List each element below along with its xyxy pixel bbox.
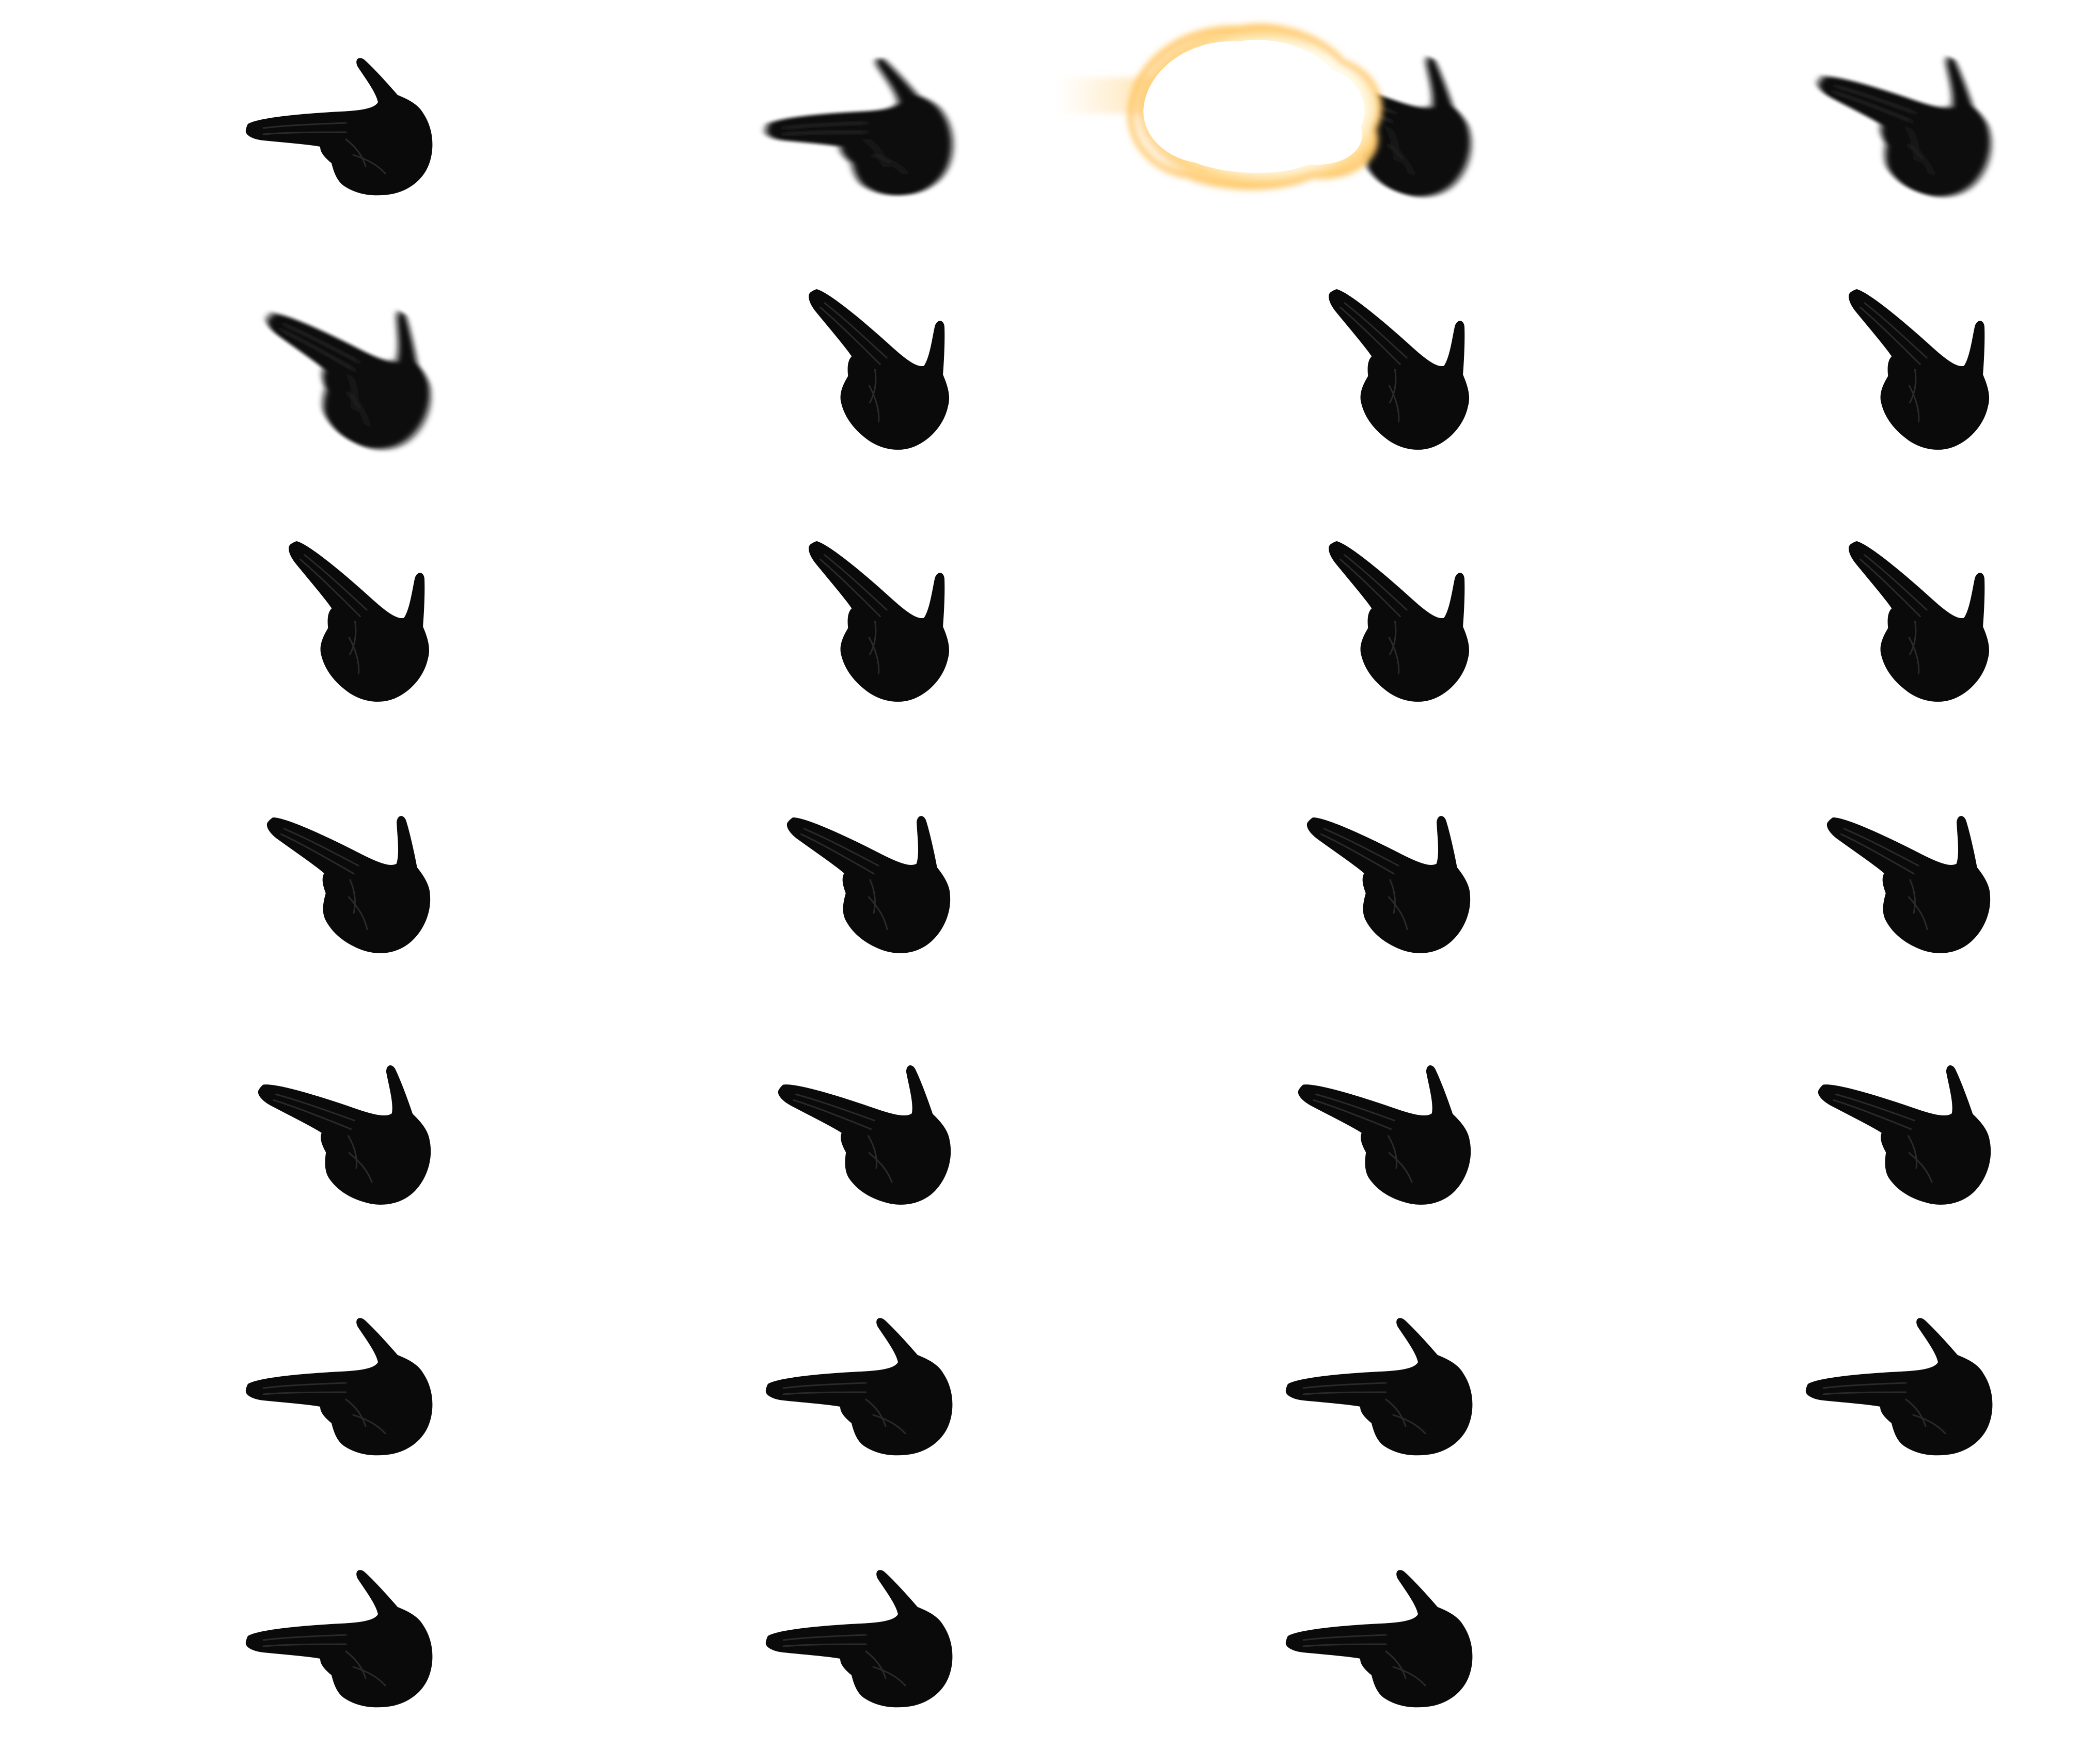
sprite-frame [1560, 1260, 2080, 1512]
sprite-frame [1560, 252, 2080, 504]
sprite-frame [1560, 756, 2080, 1008]
sprite-frame [520, 0, 1040, 252]
finger-gun-hand-icon [809, 289, 950, 450]
finger-gun-hand-icon [765, 58, 953, 196]
sprite-frame [1560, 504, 2080, 756]
sprite-frame [0, 756, 520, 1008]
finger-gun-hand-icon [1818, 1065, 1991, 1205]
sprite-frame [520, 1008, 1040, 1260]
sprite-frame [1560, 1008, 2080, 1260]
finger-gun-hand-icon [1285, 1318, 1473, 1456]
finger-gun-hand-icon [786, 816, 951, 953]
sprite-frame [520, 756, 1040, 1008]
finger-gun-hand-icon [765, 1570, 953, 1708]
sprite-frame [1560, 0, 2080, 252]
finger-gun-hand-icon [1329, 541, 1470, 702]
finger-gun-hand-icon [1285, 1570, 1473, 1708]
finger-gun-hand-icon [245, 58, 433, 196]
finger-gun-hand-icon [1298, 1065, 1471, 1205]
sprite-frame [1040, 1260, 1560, 1512]
finger-gun-hand-icon [1826, 816, 1991, 953]
sprite-frame [1040, 504, 1560, 756]
sprite-frame [0, 504, 520, 756]
sprite-frame [0, 252, 520, 504]
sprite-frame [520, 504, 1040, 756]
sprite-frame [0, 1008, 520, 1260]
sprite-frame [520, 1512, 1040, 1764]
finger-gun-hand-icon [245, 1570, 433, 1708]
finger-gun-hand-icon [1306, 816, 1471, 953]
finger-gun-hand-icon [765, 1318, 953, 1456]
sprite-frame [520, 252, 1040, 504]
finger-gun-hand-icon [1849, 541, 1990, 702]
sprite-frame [520, 1260, 1040, 1512]
finger-gun-hand-icon [1329, 289, 1470, 450]
sprite-frame [1040, 252, 1560, 504]
finger-gun-hand-icon [266, 816, 431, 953]
finger-gun-hand-icon [266, 312, 431, 449]
sprite-frame [0, 1260, 520, 1512]
muzzle-flash-icon [1053, 24, 1382, 190]
sprite-frame [1040, 1008, 1560, 1260]
sprite-frame [0, 0, 520, 252]
finger-gun-hand-icon [289, 541, 430, 702]
sprite-frame [0, 1512, 520, 1764]
finger-gun-hand-icon [245, 1318, 433, 1456]
sprite-frame [1040, 1512, 1560, 1764]
finger-gun-hand-icon [1849, 289, 1990, 450]
finger-gun-hand-icon [809, 541, 950, 702]
finger-gun-hand-icon [1818, 57, 1991, 197]
sprite-frame [1040, 756, 1560, 1008]
finger-gun-hand-icon [778, 1065, 951, 1205]
finger-gun-hand-icon [1805, 1318, 1993, 1456]
finger-gun-hand-icon [258, 1065, 431, 1205]
